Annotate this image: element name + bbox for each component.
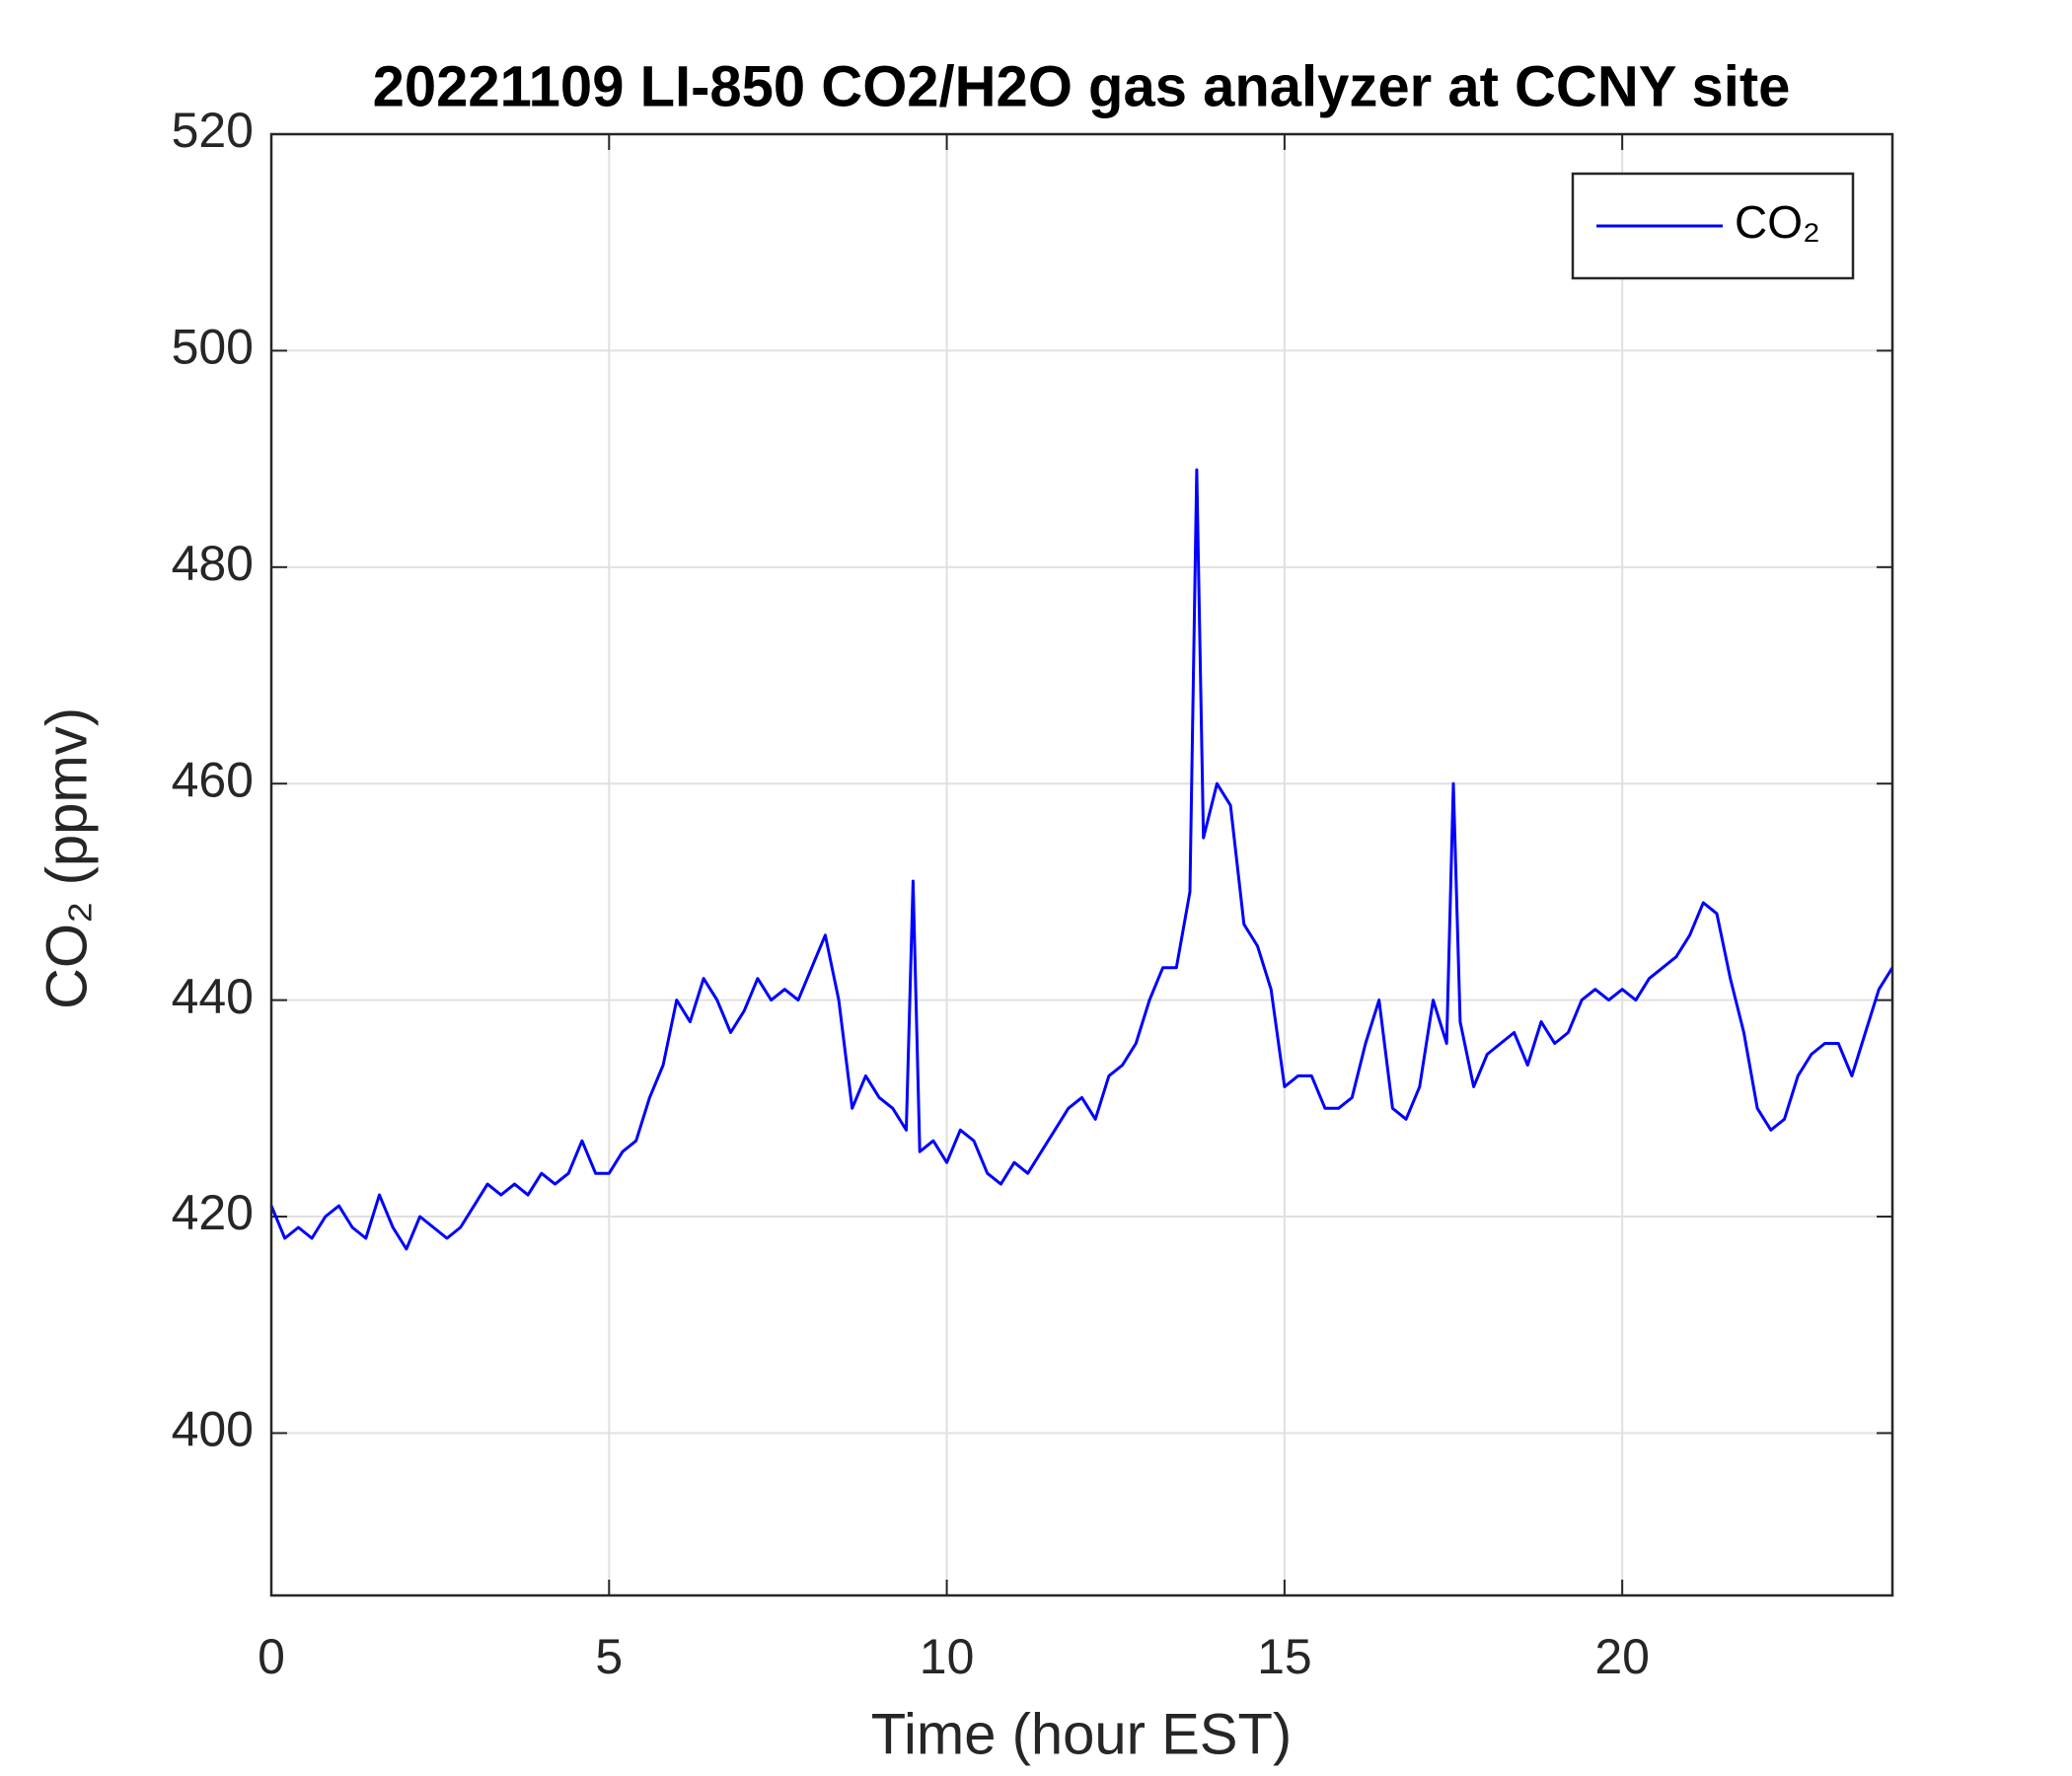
- x-tick-label: 0: [258, 1629, 285, 1684]
- data-line: [269, 468, 1894, 1251]
- x-axis-label: Time (hour EST): [871, 1702, 1292, 1766]
- y-axis-label: CO₂ (ppmv): [35, 707, 99, 1009]
- x-tick-label: 20: [1594, 1629, 1650, 1684]
- y-tick-label: 460: [172, 752, 254, 807]
- y-tick-label: 420: [172, 1185, 254, 1240]
- y-tick-label: 400: [172, 1402, 254, 1457]
- plot-frame: [269, 132, 1894, 1597]
- legend-label: CO₂: [1735, 196, 1820, 248]
- x-tick-label: 15: [1257, 1629, 1312, 1684]
- y-tick-label: 500: [172, 320, 254, 375]
- y-tick-label: 520: [172, 103, 254, 158]
- x-tick-label: 10: [920, 1629, 975, 1684]
- x-tick-label: 5: [595, 1629, 623, 1684]
- y-tick-label: 440: [172, 969, 254, 1024]
- chart-title: 20221109 LI-850 CO2/H2O gas analyzer at …: [373, 54, 1791, 118]
- y-tick-label: 480: [172, 536, 254, 591]
